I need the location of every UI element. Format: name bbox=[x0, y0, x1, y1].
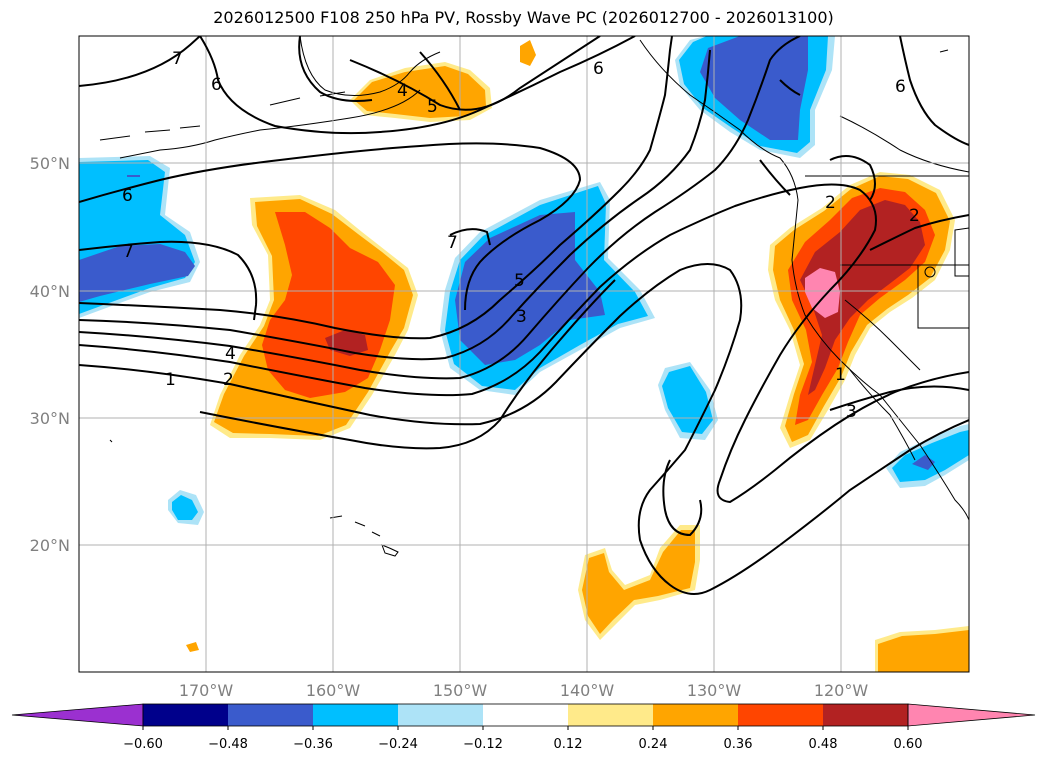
contour-labels: 7 6 6 4 5 6 6 7 7 5 3 4 2 1 2 3 1 2 bbox=[122, 49, 920, 422]
contour-label: 7 bbox=[123, 242, 134, 262]
contour-label: 1 bbox=[835, 365, 846, 385]
coastlines bbox=[99, 36, 969, 557]
colorbar-swatch bbox=[568, 704, 653, 726]
colorbar-tick-label: −0.48 bbox=[208, 737, 248, 752]
contour-label: 6 bbox=[593, 59, 604, 79]
colorbar-swatch bbox=[653, 704, 738, 726]
colorbar-tick-label: 0.48 bbox=[809, 737, 838, 752]
contour-label: 2 bbox=[909, 206, 920, 226]
lat-label: 50°N bbox=[30, 154, 70, 173]
colorbar-swatch bbox=[143, 704, 228, 726]
contour-label: 2 bbox=[223, 370, 234, 390]
colorbar-swatch bbox=[483, 704, 568, 726]
colorbar-extend-low bbox=[11, 703, 144, 727]
contour-label: 4 bbox=[225, 344, 236, 364]
lon-label: 150°W bbox=[433, 681, 488, 700]
map-area: 7 6 6 4 5 6 6 7 7 5 3 4 2 1 2 3 1 2 bbox=[79, 36, 969, 672]
contour-label: 1 bbox=[165, 370, 176, 390]
lon-label: 130°W bbox=[687, 681, 742, 700]
contour-label: 7 bbox=[172, 49, 183, 69]
lat-label: 20°N bbox=[30, 536, 70, 555]
lat-label: 30°N bbox=[30, 409, 70, 428]
contour-label: 5 bbox=[514, 271, 525, 291]
colorbar bbox=[11, 703, 1036, 727]
lon-label: 160°W bbox=[306, 681, 361, 700]
colorbar-swatch bbox=[823, 704, 908, 726]
contour-label: 6 bbox=[122, 186, 133, 206]
contour-label: 3 bbox=[516, 307, 527, 327]
colorbar-swatch bbox=[398, 704, 483, 726]
pv-contours bbox=[79, 36, 969, 595]
colorbar-ticks: −0.60 −0.48 −0.36 −0.24 −0.12 0.12 0.24 0.36 0.4… bbox=[123, 726, 922, 752]
colorbar-tick-label: −0.12 bbox=[463, 737, 503, 752]
lat-label: 40°N bbox=[30, 282, 70, 301]
contour-label: 6 bbox=[211, 75, 222, 95]
longitude-labels: 170°W 160°W 150°W 140°W 130°W 120°W bbox=[179, 681, 869, 700]
contour-label: 4 bbox=[397, 81, 408, 101]
colorbar-extend-high bbox=[907, 703, 1036, 727]
colorbar-tick-label: 0.24 bbox=[639, 737, 668, 752]
contour-label: 5 bbox=[427, 97, 438, 117]
contour-label: 2 bbox=[825, 193, 836, 213]
colorbar-tick-label: −0.60 bbox=[123, 737, 163, 752]
map-frame bbox=[78, 35, 970, 673]
colorbar-tick-label: −0.36 bbox=[293, 737, 333, 752]
positive-shading bbox=[186, 40, 969, 672]
contour-label: 7 bbox=[447, 233, 458, 253]
latitude-labels: 50°N 40°N 30°N 20°N bbox=[30, 154, 70, 555]
colorbar-tick-label: −0.24 bbox=[378, 737, 418, 752]
lon-label: 120°W bbox=[814, 681, 869, 700]
negative-shading bbox=[79, 36, 969, 525]
colorbar-outline bbox=[142, 703, 909, 727]
lon-label: 170°W bbox=[179, 681, 234, 700]
colorbar-swatch bbox=[313, 704, 398, 726]
map-title: 2026012500 F108 250 hPa PV, Rossby Wave … bbox=[213, 8, 834, 27]
gridlines bbox=[79, 36, 969, 672]
colorbar-tick-label: 0.12 bbox=[554, 737, 583, 752]
colorbar-tick-label: 0.60 bbox=[894, 737, 923, 752]
colorbar-swatch bbox=[738, 704, 823, 726]
contour-label: 6 bbox=[895, 77, 906, 97]
colorbar-swatch bbox=[228, 704, 313, 726]
colorbar-tick-label: 0.36 bbox=[724, 737, 753, 752]
contour-label: 3 bbox=[846, 402, 857, 422]
lon-label: 140°W bbox=[560, 681, 615, 700]
